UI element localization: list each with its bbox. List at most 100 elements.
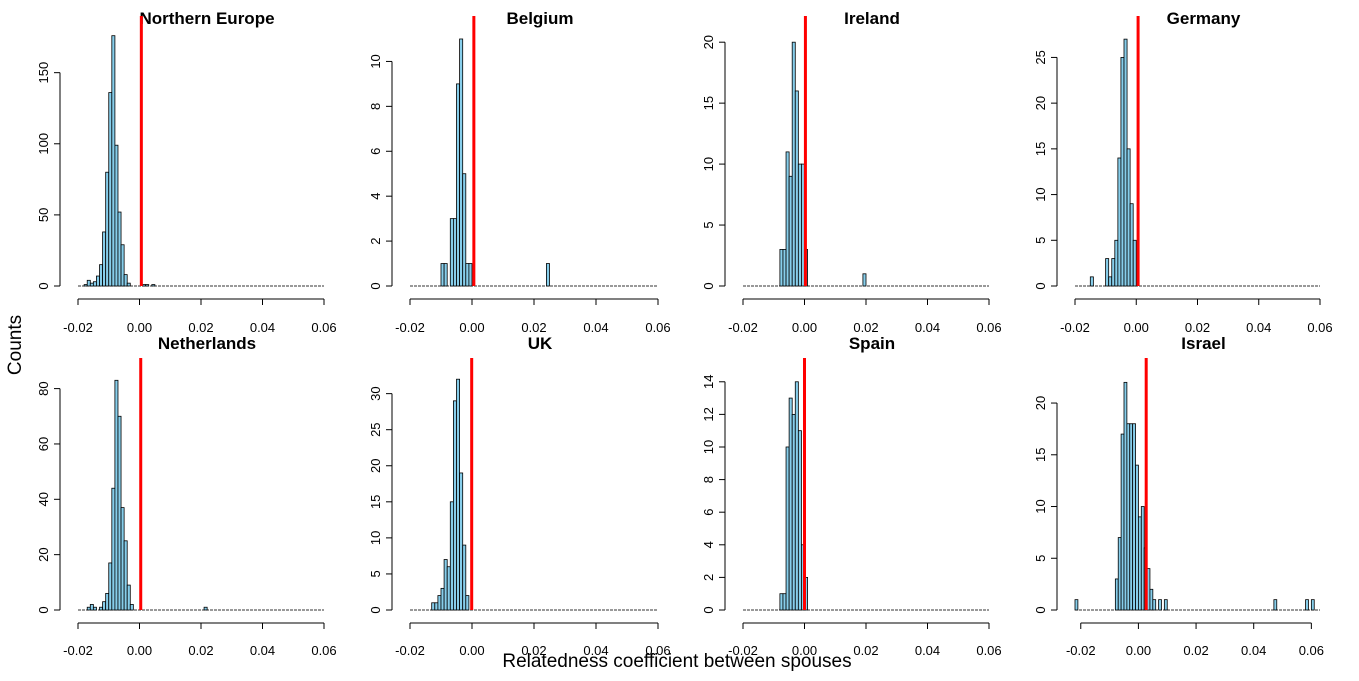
x-tick-label: 0.04 (1241, 643, 1266, 658)
histogram-bar (862, 273, 867, 287)
histogram-bar (1123, 381, 1128, 611)
histogram-bar (83, 284, 88, 287)
y-tick-label: 8 (368, 103, 383, 110)
x-tick-label: 0.00 (127, 643, 152, 658)
x-tick-label: -0.02 (395, 643, 425, 658)
histogram-bar (86, 606, 91, 611)
y-tick-label: 15 (701, 96, 716, 110)
histogram-bar (794, 90, 799, 287)
histogram-bar (788, 175, 793, 287)
histogram-bar (142, 284, 147, 287)
y-tick-label: 0 (1033, 282, 1048, 289)
histogram-panel: Spain 0 2 4 6 8 10 12 14 -0.02 0.00 0.02 0.04 0.06 (701, 334, 1002, 658)
x-tick-label: 0.02 (188, 643, 213, 658)
histogram-panel: Israel 0 5 10 15 20 -0.02 0.00 0.02 0.04 0.06 (1033, 334, 1324, 658)
histogram-bar (1163, 599, 1168, 611)
histogram-bar (456, 83, 460, 287)
histogram-bar (794, 381, 799, 611)
histogram-bar (117, 415, 122, 611)
x-tick-label: -0.02 (1066, 643, 1096, 658)
histogram-bar (443, 559, 448, 611)
histogram-bar (1138, 516, 1142, 611)
y-tick-label: 15 (1033, 142, 1048, 156)
y-axis-title: Counts (5, 315, 26, 375)
y-tick-label: 10 (1033, 499, 1048, 513)
histogram-bar (92, 606, 97, 611)
y-tick-label: 20 (1033, 96, 1048, 110)
histogram-bar (1132, 239, 1137, 287)
histogram-bar (120, 507, 125, 611)
histogram-bar (434, 602, 439, 611)
x-tick-label: 0.00 (792, 643, 817, 658)
y-tick-label: 4 (368, 193, 383, 200)
x-tick-label: 0.00 (459, 320, 484, 335)
histogram-bar (123, 540, 128, 611)
x-tick-label: -0.02 (63, 643, 93, 658)
y-tick-label: 0 (36, 606, 51, 613)
histogram-bar (440, 587, 445, 611)
x-axis-title: Relatedness coefficient between spouses (502, 651, 851, 672)
panel-title: Ireland (844, 9, 900, 28)
histogram-bar (129, 604, 134, 611)
x-tick-label: 0.02 (1185, 320, 1210, 335)
y-tick-label: 5 (1033, 555, 1048, 562)
x-tick-label: -0.02 (1060, 320, 1090, 335)
panel-title: Netherlands (158, 334, 256, 353)
histogram-panel: Ireland 0 5 10 15 20 -0.02 0.00 0.02 0.04 0.06 (701, 9, 1002, 335)
y-tick-label: 20 (36, 547, 51, 561)
histogram-panel: Germany 0 5 10 15 20 25 -0.02 0.00 0.02 0.04 0.06 (1033, 9, 1333, 335)
histogram-bar (105, 592, 110, 611)
histogram-bar (89, 282, 94, 287)
histogram-bar (791, 413, 796, 611)
y-tick-label: 5 (701, 221, 716, 228)
y-tick-label: 5 (368, 570, 383, 577)
x-tick-label: 0.04 (1246, 320, 1271, 335)
x-tick-label: 0.02 (521, 643, 546, 658)
histogram-bar (431, 602, 436, 611)
y-tick-label: 60 (36, 437, 51, 451)
histogram-bar (468, 263, 473, 287)
histogram-bar (1126, 148, 1131, 287)
histogram-bar (96, 275, 100, 287)
y-tick-label: 25 (368, 422, 383, 436)
y-tick-label: 14 (701, 375, 716, 389)
histogram-bar (1129, 203, 1134, 287)
histogram-bar (785, 446, 790, 611)
histogram-bar (1135, 464, 1139, 611)
histogram-bar (465, 595, 470, 611)
histogram-bar (1273, 599, 1278, 611)
x-tick-label: 0.02 (521, 320, 546, 335)
y-tick-label: 0 (701, 606, 716, 613)
histogram-bar (117, 211, 122, 287)
x-tick-label: 0.04 (915, 643, 940, 658)
y-tick-label: 0 (1033, 606, 1048, 613)
histogram-bar (1305, 599, 1309, 611)
histogram-bar (440, 263, 445, 287)
histogram-bar (123, 274, 128, 287)
y-tick-label: 20 (701, 35, 716, 49)
histogram-bar (779, 249, 784, 287)
y-tick-label: 20 (368, 459, 383, 473)
x-tick-label: 0.06 (976, 643, 1001, 658)
x-tick-label: -0.02 (63, 320, 93, 335)
histogram-bar (1149, 588, 1154, 611)
histogram-bar (1120, 57, 1125, 287)
x-tick-label: 0.06 (1307, 320, 1332, 335)
histogram-bar (459, 472, 464, 611)
histogram-bar (465, 263, 470, 287)
x-tick-label: -0.02 (728, 643, 758, 658)
histogram-bar (546, 263, 550, 287)
histogram-bar (443, 263, 448, 287)
histogram-bar (99, 264, 104, 287)
x-tick-label: 0.00 (127, 320, 152, 335)
histogram-bar (89, 604, 94, 611)
y-tick-label: 10 (1033, 187, 1048, 201)
x-tick-label: 0.00 (1124, 320, 1149, 335)
histogram-bar (791, 41, 796, 287)
histogram-bar (1123, 38, 1128, 287)
y-tick-label: 15 (368, 495, 383, 509)
histogram-panel: Netherlands 0 20 40 60 80 -0.02 0.00 0.02 0.04 0.0… (36, 334, 337, 658)
x-tick-label: 0.04 (583, 320, 608, 335)
histogram-bar (1158, 599, 1162, 611)
